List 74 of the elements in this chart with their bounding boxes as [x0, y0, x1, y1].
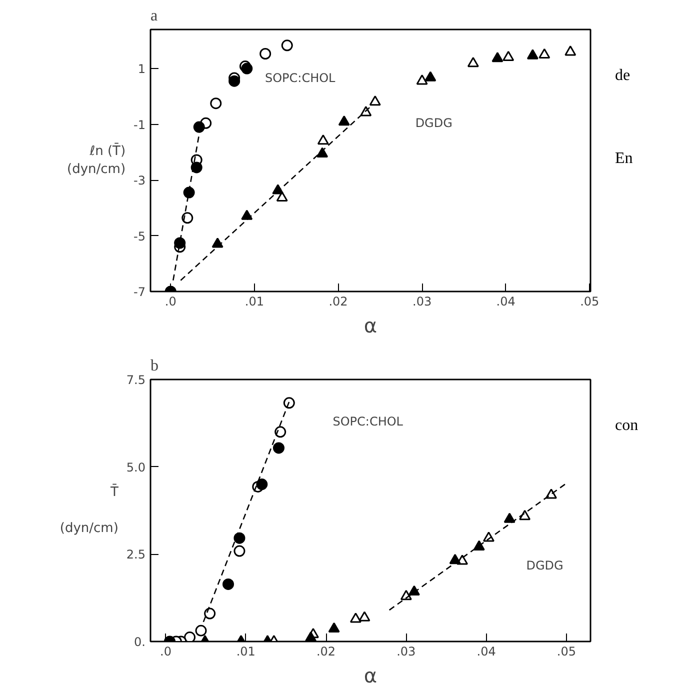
point — [260, 48, 272, 60]
point — [328, 622, 340, 633]
x-tick-label: .03 — [412, 294, 432, 308]
y-axis-title: ℓn (T̄) (dyn/cm) — [67, 142, 126, 177]
point — [274, 426, 286, 438]
point — [519, 510, 531, 520]
point — [234, 545, 246, 557]
point — [416, 74, 428, 85]
point — [174, 237, 186, 249]
point — [350, 612, 362, 623]
annotation: SOPC:CHOL — [264, 70, 336, 85]
y-tick-label: 0. — [134, 635, 146, 649]
point — [467, 56, 479, 68]
point — [212, 238, 224, 248]
annotation: DGDG — [415, 116, 452, 130]
point — [504, 512, 516, 523]
x-tick-label: .01 — [244, 294, 264, 308]
point — [408, 585, 420, 596]
point — [256, 478, 268, 490]
point — [228, 75, 240, 87]
point — [358, 611, 370, 622]
point — [473, 540, 485, 550]
x-tick-label: .02 — [328, 294, 348, 308]
point — [193, 121, 205, 133]
x-tick-label: .0 — [164, 294, 176, 308]
x-tick-label: .04 — [476, 644, 496, 658]
point — [369, 95, 381, 106]
point — [182, 212, 194, 224]
point — [241, 210, 253, 220]
text: con — [615, 416, 638, 436]
x-tick-label: .03 — [396, 644, 416, 658]
y-tick-label: 5.0 — [126, 460, 146, 474]
x-tick-label: .05 — [556, 644, 576, 658]
text: T̄ (dyn/cm) — [60, 485, 118, 536]
x-tick-label: .02 — [316, 644, 336, 658]
x-tick-label: .01 — [236, 644, 256, 658]
point — [283, 397, 295, 409]
y-tick-label: -5 — [134, 229, 146, 244]
y-tick-label: -3 — [134, 174, 146, 188]
point — [338, 116, 350, 126]
y-tick-label: -7 — [134, 285, 146, 299]
point — [492, 52, 504, 62]
point — [526, 49, 538, 60]
text: En — [615, 148, 633, 169]
chart-title: a — [150, 8, 158, 24]
x-tick-label: .0 — [160, 644, 172, 658]
text: de — [615, 66, 632, 86]
point — [424, 71, 436, 82]
point — [222, 578, 234, 590]
point — [281, 40, 293, 52]
point — [272, 442, 284, 454]
y-tick-label: 2.5 — [126, 548, 146, 562]
point — [317, 134, 329, 145]
y-tick-label: -1 — [134, 118, 146, 132]
point — [183, 186, 195, 198]
point — [538, 48, 550, 58]
x-axis-title: α — [364, 314, 378, 338]
point — [184, 632, 196, 642]
point — [502, 50, 514, 62]
y-tick-label: 7.5 — [126, 373, 146, 387]
x-tick-label: .04 — [496, 294, 516, 308]
point — [234, 532, 246, 544]
x-axis-title: α — [364, 664, 378, 688]
point — [564, 46, 576, 56]
annotation: SOPC:CHOL — [332, 414, 404, 428]
y-tick-label: 1 — [138, 62, 146, 76]
point — [190, 162, 202, 174]
point — [276, 191, 288, 202]
point — [210, 98, 222, 110]
point — [305, 631, 317, 642]
chart-title: b — [150, 358, 158, 374]
point — [316, 147, 328, 158]
annotation: DGDG — [526, 558, 564, 573]
x-tick-label: .05 — [580, 294, 600, 308]
